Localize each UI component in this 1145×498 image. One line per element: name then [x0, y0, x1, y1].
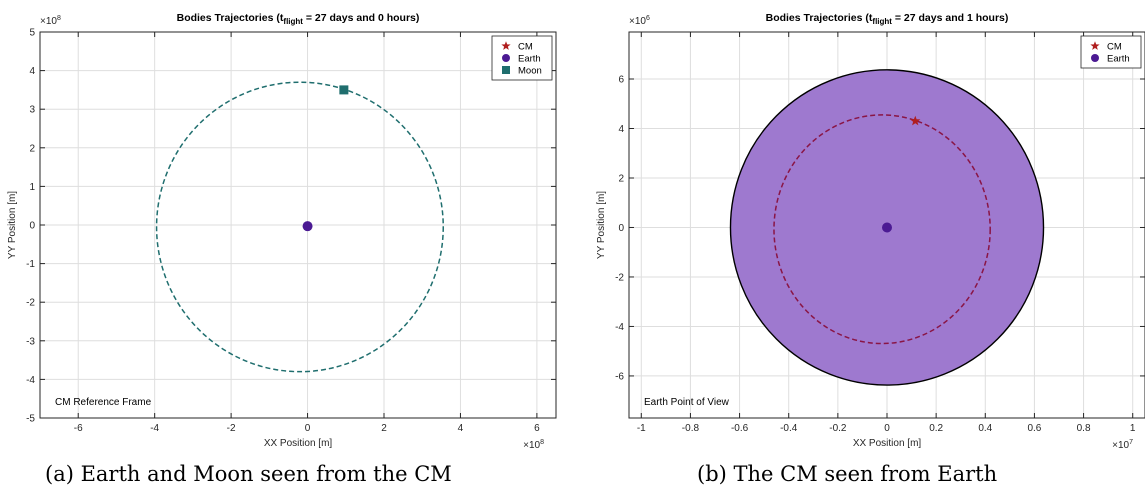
x-tick-label: -6 [74, 423, 83, 434]
legend-label-cm: CM [518, 42, 533, 53]
x-tick-label: 0.8 [1077, 423, 1091, 434]
x-exponent: ×107 [1112, 439, 1133, 451]
point-earth [302, 221, 313, 232]
x-tick-label: -4 [150, 423, 159, 434]
x-tick-label: 0 [305, 423, 311, 434]
legend-marker-cm [1090, 41, 1100, 50]
legend-label-earth: Earth [518, 54, 541, 65]
x-exponent: ×108 [523, 439, 544, 451]
legend-box [1080, 35, 1142, 69]
chart-title: Bodies Trajectories (tflight = 27 days a… [177, 12, 420, 26]
cm-orbit [773, 114, 991, 345]
y-exponent: ×108 [40, 15, 61, 27]
annotation: Earth Point of View [644, 397, 730, 408]
legend-label-cm: CM [1107, 42, 1122, 53]
x-axis-label: XX Position [m] [853, 438, 922, 449]
y-exponent: ×106 [629, 15, 650, 27]
y-tick-label: 2 [618, 173, 624, 184]
y-tick-label: -2 [26, 298, 35, 309]
x-tick-label: 0.2 [929, 423, 943, 434]
y-tick-label: -1 [26, 259, 35, 270]
y-axis-label: YY Position [m] [7, 191, 18, 259]
grid [40, 31, 556, 419]
y-tick-label: 6 [618, 75, 624, 86]
x-axis-label: XX Position [m] [264, 438, 333, 449]
caption-b: (b) The CM seen from Earth [697, 462, 998, 486]
plot-content [729, 69, 1045, 386]
point-moon [339, 85, 349, 95]
annotation: CM Reference Frame [55, 397, 152, 408]
x-tick-label: -2 [227, 423, 236, 434]
x-tick-label: -0.2 [829, 423, 847, 434]
y-tick-label: -2 [615, 272, 624, 283]
y-tick-label: -4 [615, 322, 624, 333]
x-tick-label: 2 [381, 423, 387, 434]
y-tick-label: -5 [26, 414, 35, 425]
x-tick-label: 0.6 [1027, 423, 1041, 434]
chart-a: -6 -4 -2 0 2 4 6 -5 -4 -3 -2 -1 0 1 2 3 4 5 XX Position [m… [7, 12, 557, 451]
legend-label-earth: Earth [1107, 54, 1130, 65]
figure: -6 -4 -2 0 2 4 6 -5 -4 -3 -2 -1 0 1 2 3 4 5 XX Position [m… [7, 12, 1145, 451]
x-tick-label: -1 [637, 423, 646, 434]
y-tick-label: -6 [615, 371, 624, 382]
legend-marker-moon [502, 66, 510, 74]
y-tick-label: 4 [29, 66, 35, 77]
y-tick-label: 0 [618, 223, 624, 234]
y-tick-label: -4 [26, 375, 35, 386]
y-tick-label: 5 [29, 28, 35, 39]
point-earth [882, 222, 892, 233]
x-tick-label: -0.6 [731, 423, 749, 434]
x-tick-label: 0.4 [978, 423, 992, 434]
legend-marker-cm [501, 41, 511, 50]
plot-content [155, 81, 444, 373]
legend-marker-earth [502, 54, 510, 62]
chart-b: -1 -0.8 -0.6 -0.4 -0.2 0 0.2 0.4 0.6 0.8 1 -6 -4 -2 0 2… [596, 12, 1145, 451]
y-tick-label: 2 [29, 143, 35, 154]
y-tick-label: 0 [29, 221, 35, 232]
x-tick-label: 6 [534, 423, 540, 434]
moon-orbit [155, 81, 444, 373]
x-tick-label: -0.8 [682, 423, 700, 434]
y-tick-label: 1 [29, 182, 35, 193]
y-tick-label: 4 [618, 124, 624, 135]
x-tick-label: 0 [884, 423, 890, 434]
legend-marker-earth [1091, 54, 1099, 62]
y-tick-label: -3 [26, 336, 35, 347]
y-axis-label: YY Position [m] [596, 191, 607, 259]
chart-title: Bodies Trajectories (tflight = 27 days a… [766, 12, 1009, 26]
point-cm [910, 115, 921, 126]
y-tick-label: 3 [29, 105, 35, 116]
x-tick-label: 4 [458, 423, 464, 434]
x-tick-label: 1 [1130, 423, 1136, 434]
x-tick-label: -0.4 [780, 423, 798, 434]
legend-label-moon: Moon [518, 66, 542, 77]
caption-a: (a) Earth and Moon seen from the CM [45, 462, 452, 486]
